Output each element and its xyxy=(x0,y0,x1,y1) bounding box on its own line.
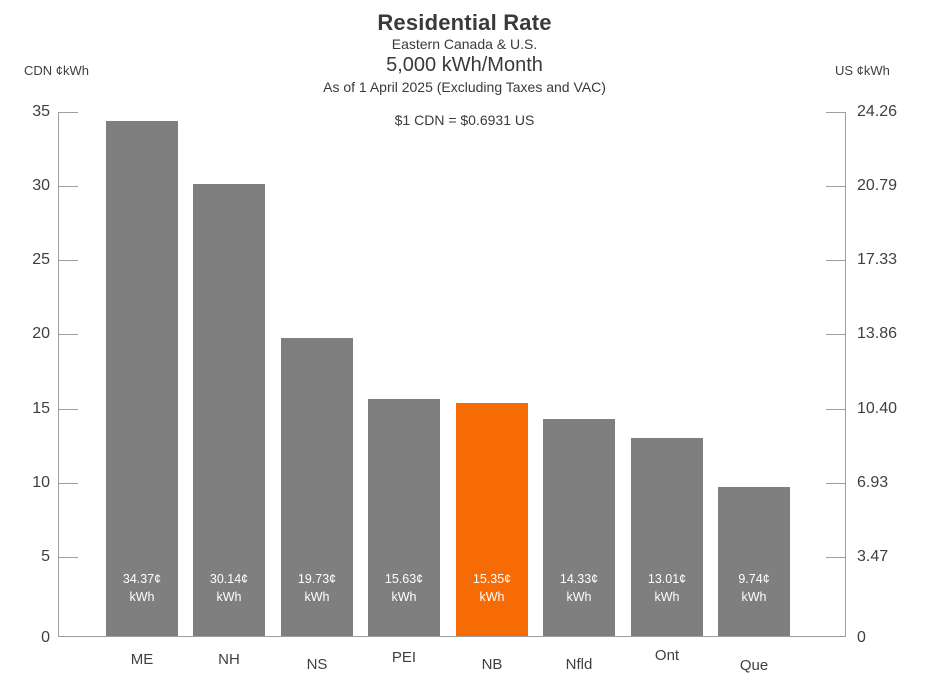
x-axis-label-Nfld: Nfld xyxy=(565,656,593,673)
bar-value-label: 9.74¢ kWh xyxy=(738,572,770,604)
left-tick-label: 25 xyxy=(32,251,50,268)
x-axis-label-NS: NS xyxy=(306,656,328,673)
right-axis-spine xyxy=(845,112,846,637)
right-tick-mark xyxy=(826,260,846,261)
x-axis-label-Ont: Ont xyxy=(654,647,680,664)
left-tick-mark xyxy=(58,112,78,113)
bar-value-label: 13.01¢ kWh xyxy=(647,572,687,604)
x-axis-baseline xyxy=(58,636,846,637)
left-tick-mark xyxy=(58,483,78,484)
right-tick-mark xyxy=(826,112,846,113)
right-tick-label: 20.79 xyxy=(857,177,898,194)
bar-NS: 19.73¢ kWh xyxy=(281,338,353,636)
left-tick-label: 5 xyxy=(41,548,50,565)
left-tick-mark xyxy=(58,260,78,261)
left-zero-label: 0 xyxy=(41,629,50,646)
left-tick-label: 20 xyxy=(32,325,50,342)
left-tick-mark xyxy=(58,557,78,558)
right-tick-label: 17.33 xyxy=(857,251,898,268)
chart-subtitle-region: Eastern Canada & U.S. xyxy=(391,36,538,52)
right-tick-label: 10.40 xyxy=(857,400,898,417)
bar-value-label: 30.14¢ kWh xyxy=(209,572,249,604)
left-tick-mark xyxy=(58,334,78,335)
bar-NH: 30.14¢ kWh xyxy=(193,184,265,636)
bar-NB: 15.35¢ kWh xyxy=(456,403,528,636)
right-axis-title: US ¢kWh xyxy=(835,63,890,78)
exchange-rate-note: $1 CDN = $0.6931 US xyxy=(394,112,535,128)
chart-subtitle-date: As of 1 April 2025 (Excluding Taxes and … xyxy=(323,79,606,95)
right-tick-label: 6.93 xyxy=(857,474,889,491)
bar-value-label: 15.63¢ kWh xyxy=(384,572,424,604)
right-tick-label: 13.86 xyxy=(857,325,898,342)
bar-value-label: 14.33¢ kWh xyxy=(559,572,599,604)
right-tick-mark xyxy=(826,409,846,410)
right-tick-mark xyxy=(826,483,846,484)
chart-title: Residential Rate xyxy=(377,10,552,35)
left-axis-title: CDN ¢kWh xyxy=(24,63,90,78)
bar-value-label: 34.37¢ kWh xyxy=(122,572,162,604)
x-axis-label-NH: NH xyxy=(218,651,240,668)
left-tick-label: 35 xyxy=(32,103,50,120)
bar-Nfld: 14.33¢ kWh xyxy=(543,419,615,636)
bar-value-label: 19.73¢ kWh xyxy=(297,572,337,604)
bar-value-label: 15.35¢ kWh xyxy=(472,572,512,604)
x-axis-label-ME: ME xyxy=(130,651,154,668)
chart-header: Residential Rate Eastern Canada & U.S. 5… xyxy=(0,9,929,129)
left-tick-mark xyxy=(58,186,78,187)
right-tick-label: 3.47 xyxy=(857,548,889,565)
right-tick-mark xyxy=(826,186,846,187)
bar-Que: 9.74¢ kWh xyxy=(718,487,790,636)
bar-Ont: 13.01¢ kWh xyxy=(631,438,703,636)
right-tick-mark xyxy=(826,334,846,335)
x-axis-label-Que: Que xyxy=(739,657,769,674)
x-axis-label-PEI: PEI xyxy=(391,649,417,666)
bar-ME: 34.37¢ kWh xyxy=(106,121,178,636)
left-tick-mark xyxy=(58,409,78,410)
right-tick-mark xyxy=(826,557,846,558)
right-tick-label: 24.26 xyxy=(857,103,898,120)
right-zero-label: 0 xyxy=(857,629,866,646)
x-axis-label-NB: NB xyxy=(481,656,503,673)
left-tick-label: 30 xyxy=(32,177,50,194)
left-axis-spine xyxy=(58,112,59,637)
left-tick-label: 10 xyxy=(32,474,50,491)
chart-subtitle-consumption: 5,000 kWh/Month xyxy=(386,54,543,76)
left-tick-label: 15 xyxy=(32,400,50,417)
bar-PEI: 15.63¢ kWh xyxy=(368,399,440,636)
